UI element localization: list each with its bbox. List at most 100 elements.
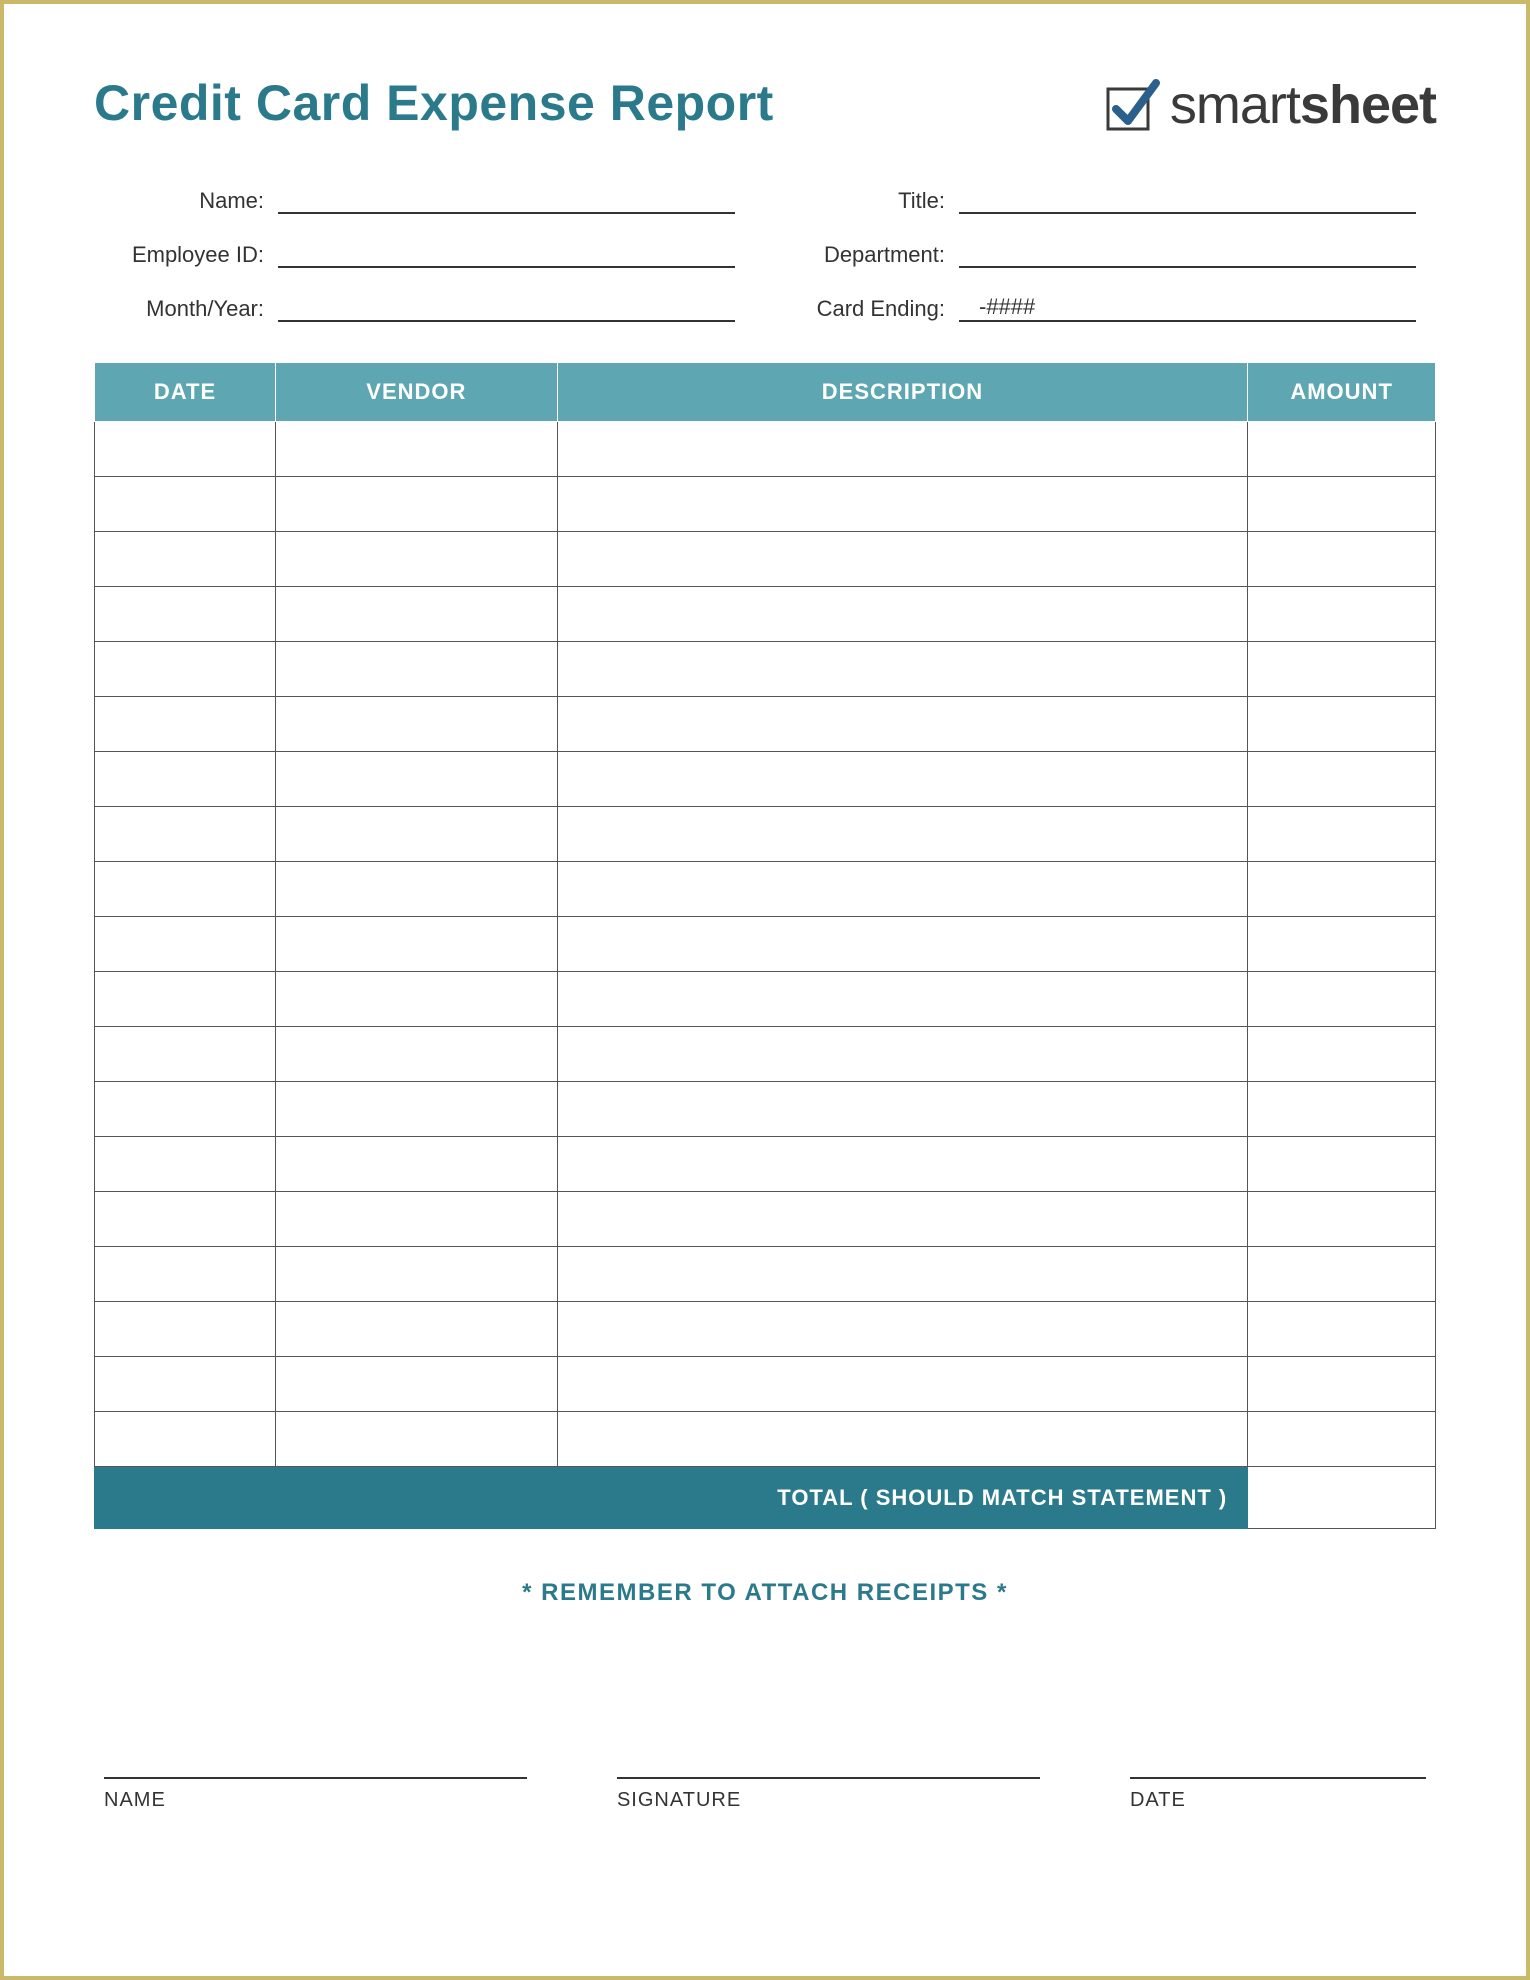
col-header-vendor: VENDOR: [276, 363, 558, 422]
table-cell[interactable]: [1248, 1412, 1436, 1467]
table-cell[interactable]: [557, 752, 1248, 807]
table-cell[interactable]: [1248, 1302, 1436, 1357]
table-cell[interactable]: [557, 1412, 1248, 1467]
table-cell[interactable]: [276, 1412, 558, 1467]
table-cell[interactable]: [276, 917, 558, 972]
table-cell[interactable]: [276, 1137, 558, 1192]
table-cell[interactable]: [1248, 972, 1436, 1027]
table-cell[interactable]: [1248, 752, 1436, 807]
field-employee-id: Employee ID:: [114, 240, 735, 268]
table-cell[interactable]: [95, 532, 276, 587]
table-cell[interactable]: [1248, 587, 1436, 642]
field-value[interactable]: [959, 240, 1416, 268]
table-cell[interactable]: [557, 1137, 1248, 1192]
signature-label: SIGNATURE: [617, 1777, 1040, 1812]
table-cell[interactable]: [276, 1082, 558, 1137]
table-cell[interactable]: [557, 422, 1248, 477]
table-cell[interactable]: [95, 917, 276, 972]
table-cell[interactable]: [95, 587, 276, 642]
table-cell[interactable]: [1248, 422, 1436, 477]
table-cell[interactable]: [276, 1027, 558, 1082]
table-cell[interactable]: [1248, 697, 1436, 752]
table-cell[interactable]: [557, 1082, 1248, 1137]
field-value[interactable]: [278, 294, 735, 322]
table-row: [95, 752, 1436, 807]
table-cell[interactable]: [276, 752, 558, 807]
table-cell[interactable]: [1248, 1247, 1436, 1302]
header-row: Credit Card Expense Report smartsheet: [94, 74, 1436, 136]
table-row: [95, 642, 1436, 697]
field-label: Title:: [795, 188, 945, 214]
table-cell[interactable]: [95, 642, 276, 697]
table-cell[interactable]: [95, 1082, 276, 1137]
table-cell[interactable]: [557, 477, 1248, 532]
table-cell[interactable]: [276, 1192, 558, 1247]
table-cell[interactable]: [1248, 1357, 1436, 1412]
table-cell[interactable]: [557, 1357, 1248, 1412]
table-cell[interactable]: [276, 1247, 558, 1302]
table-cell[interactable]: [1248, 642, 1436, 697]
total-value[interactable]: [1248, 1467, 1436, 1529]
table-cell[interactable]: [95, 477, 276, 532]
table-cell[interactable]: [1248, 1192, 1436, 1247]
table-cell[interactable]: [276, 807, 558, 862]
table-cell[interactable]: [95, 1192, 276, 1247]
table-cell[interactable]: [276, 972, 558, 1027]
table-cell[interactable]: [95, 1357, 276, 1412]
table-cell[interactable]: [95, 862, 276, 917]
table-cell[interactable]: [95, 1027, 276, 1082]
table-cell[interactable]: [1248, 917, 1436, 972]
table-cell[interactable]: [1248, 1027, 1436, 1082]
table-cell[interactable]: [1248, 532, 1436, 587]
table-cell[interactable]: [1248, 862, 1436, 917]
table-cell[interactable]: [1248, 477, 1436, 532]
table-cell[interactable]: [557, 532, 1248, 587]
field-value[interactable]: [278, 186, 735, 214]
table-cell[interactable]: [95, 807, 276, 862]
signature-row: NAME SIGNATURE DATE: [94, 1777, 1436, 1812]
table-cell[interactable]: [276, 587, 558, 642]
table-cell[interactable]: [276, 642, 558, 697]
table-cell[interactable]: [557, 1192, 1248, 1247]
table-row: [95, 862, 1436, 917]
table-cell[interactable]: [95, 1247, 276, 1302]
table-cell[interactable]: [557, 587, 1248, 642]
field-card-ending: Card Ending: -####: [795, 294, 1416, 322]
table-body: [95, 422, 1436, 1467]
table-cell[interactable]: [276, 862, 558, 917]
field-value[interactable]: [959, 186, 1416, 214]
table-cell[interactable]: [1248, 807, 1436, 862]
table-cell[interactable]: [276, 1302, 558, 1357]
table-cell[interactable]: [95, 1302, 276, 1357]
table-cell[interactable]: [557, 1247, 1248, 1302]
table-cell[interactable]: [276, 1357, 558, 1412]
field-value[interactable]: -####: [959, 294, 1416, 322]
field-value[interactable]: [278, 240, 735, 268]
table-cell[interactable]: [557, 917, 1248, 972]
table-cell[interactable]: [95, 422, 276, 477]
table-cell[interactable]: [276, 697, 558, 752]
col-header-date: DATE: [95, 363, 276, 422]
table-cell[interactable]: [557, 697, 1248, 752]
table-cell[interactable]: [276, 477, 558, 532]
table-cell[interactable]: [95, 697, 276, 752]
table-row: [95, 477, 1436, 532]
table-cell[interactable]: [557, 1027, 1248, 1082]
table-cell[interactable]: [95, 972, 276, 1027]
field-label: Card Ending:: [795, 296, 945, 322]
table-cell[interactable]: [276, 422, 558, 477]
table-cell[interactable]: [95, 1412, 276, 1467]
table-cell[interactable]: [276, 532, 558, 587]
field-label: Employee ID:: [114, 242, 264, 268]
brand-prefix: smart: [1170, 75, 1300, 135]
table-cell[interactable]: [557, 642, 1248, 697]
field-label: Name:: [114, 188, 264, 214]
table-cell[interactable]: [95, 1137, 276, 1192]
table-cell[interactable]: [557, 862, 1248, 917]
table-cell[interactable]: [557, 1302, 1248, 1357]
table-cell[interactable]: [1248, 1137, 1436, 1192]
table-cell[interactable]: [95, 752, 276, 807]
table-cell[interactable]: [1248, 1082, 1436, 1137]
table-cell[interactable]: [557, 807, 1248, 862]
table-cell[interactable]: [557, 972, 1248, 1027]
